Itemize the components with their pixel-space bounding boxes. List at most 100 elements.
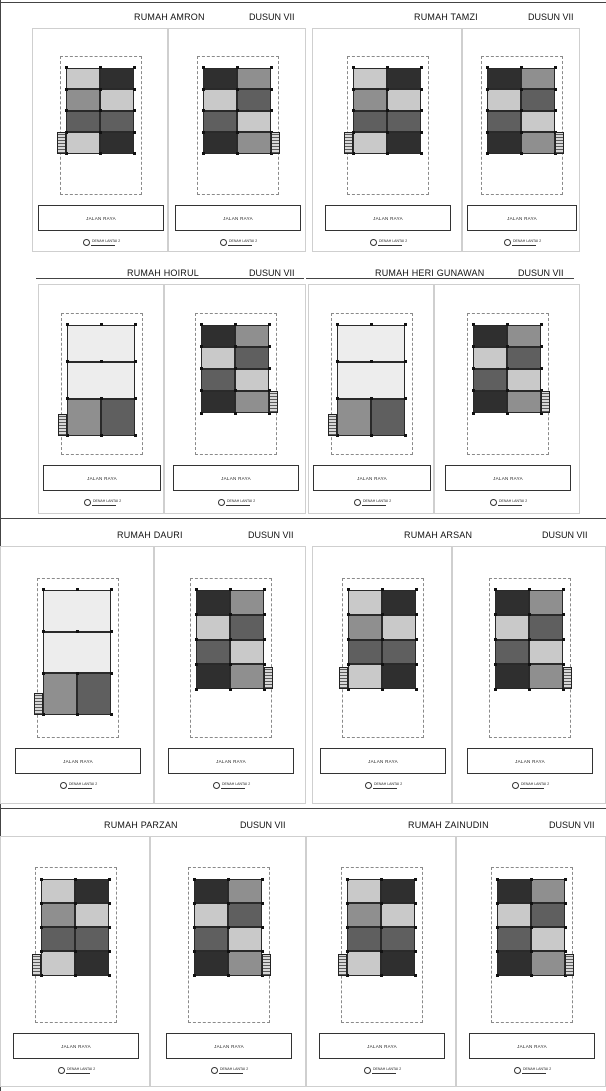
structural-column xyxy=(505,323,509,327)
structural-column xyxy=(346,588,350,592)
structural-column xyxy=(379,974,383,978)
room xyxy=(230,639,264,665)
room xyxy=(347,903,381,928)
structural-column xyxy=(235,66,239,70)
floor-plan-level-2: JALAN RAYA DENAH LANTAI 2 xyxy=(164,284,306,514)
room xyxy=(337,361,405,399)
structural-column xyxy=(260,925,264,929)
room xyxy=(353,89,387,111)
structural-column xyxy=(194,662,198,666)
structural-column xyxy=(495,949,499,953)
structural-column xyxy=(351,87,355,91)
structural-column xyxy=(403,434,407,438)
structural-column xyxy=(346,638,350,642)
structural-column xyxy=(107,925,111,929)
structural-column xyxy=(132,66,136,70)
structural-column xyxy=(553,152,557,156)
top-border-line xyxy=(0,2,606,3)
structural-column xyxy=(107,877,111,881)
structural-column xyxy=(413,877,417,881)
room xyxy=(495,664,529,690)
staircase xyxy=(262,953,271,976)
structural-column xyxy=(233,345,237,349)
house-panel: RUMAH TAMZI DUSUN VII JALAN RAYA DENAH LANT… xyxy=(306,0,606,256)
property-lot xyxy=(61,312,143,456)
structural-column xyxy=(226,974,230,978)
room xyxy=(521,67,555,90)
structural-column xyxy=(192,901,196,905)
structural-column xyxy=(133,360,137,364)
structural-column xyxy=(419,109,423,113)
structural-column xyxy=(495,877,499,881)
structural-column xyxy=(403,360,407,364)
structural-column xyxy=(563,877,567,881)
structural-column xyxy=(563,901,567,905)
floor-plan-level-1: JALAN RAYA DENAH LANTAI 2 xyxy=(312,28,462,252)
row-separator xyxy=(0,808,606,809)
structural-column xyxy=(228,638,232,642)
structural-column xyxy=(403,323,407,327)
structural-column xyxy=(199,345,203,349)
structural-column xyxy=(194,687,198,691)
structural-column xyxy=(235,87,239,91)
structural-column xyxy=(228,687,232,691)
structural-column xyxy=(561,638,565,642)
property-lot xyxy=(37,577,119,738)
structural-column xyxy=(192,877,196,881)
caption-underline xyxy=(226,505,250,507)
structural-column xyxy=(199,323,203,327)
house-panel: RUMAH DAURI DUSUN VII JALAN RAYA DENAH LANT… xyxy=(0,518,306,808)
room xyxy=(75,927,109,952)
floor-plan-level-1: JALAN RAYA DENAH LANTAI 2 xyxy=(312,546,452,804)
structural-column xyxy=(414,687,418,691)
room xyxy=(201,346,235,369)
room xyxy=(237,89,271,111)
structural-column xyxy=(64,109,68,113)
structural-column xyxy=(529,901,533,905)
floor-plan-level-2: JALAN RAYA DENAH LANTAI 2 xyxy=(154,546,306,804)
structural-column xyxy=(369,434,373,438)
property-lot xyxy=(188,867,270,1023)
floor-plan-level-1: JALAN RAYA DENAH LANTAI 2 xyxy=(306,836,456,1087)
road: JALAN RAYA xyxy=(467,747,593,774)
staircase xyxy=(344,131,353,154)
room xyxy=(371,398,405,436)
structural-column xyxy=(192,974,196,978)
room xyxy=(381,927,415,952)
view-caption: DENAH LANTAI 2 xyxy=(523,1066,552,1071)
structural-column xyxy=(345,925,349,929)
room xyxy=(497,879,531,904)
structural-column xyxy=(493,613,497,617)
structural-column xyxy=(553,66,557,70)
structural-column xyxy=(194,638,198,642)
structural-column xyxy=(226,901,230,905)
structural-column xyxy=(529,974,533,978)
house-title: RUMAH PARZAN xyxy=(104,820,178,830)
room xyxy=(228,951,262,976)
room xyxy=(196,614,230,640)
road-label: JALAN RAYA xyxy=(507,215,537,221)
row-separator xyxy=(0,518,606,519)
room xyxy=(66,89,100,111)
room xyxy=(228,903,262,928)
view-caption: DENAH LANTAI 2 xyxy=(222,781,251,786)
structural-column xyxy=(493,687,497,691)
room xyxy=(529,589,563,615)
structural-column xyxy=(414,613,418,617)
road-label: JALAN RAYA xyxy=(373,215,403,221)
room xyxy=(100,110,134,133)
view-marker-icon xyxy=(211,1066,218,1074)
structural-column xyxy=(132,87,136,91)
property-lot xyxy=(491,867,573,1023)
room xyxy=(230,664,264,690)
structural-column xyxy=(527,662,531,666)
property-lot xyxy=(197,55,279,195)
staircase xyxy=(339,667,348,690)
structural-column xyxy=(109,713,113,717)
structural-column xyxy=(346,662,350,666)
room xyxy=(196,589,230,615)
structural-column xyxy=(262,687,266,691)
staircase xyxy=(34,692,43,715)
room xyxy=(194,927,228,952)
room xyxy=(100,67,134,90)
